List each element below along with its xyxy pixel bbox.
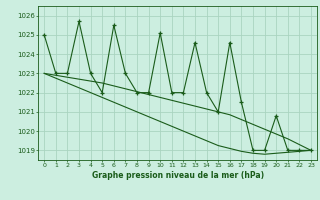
X-axis label: Graphe pression niveau de la mer (hPa): Graphe pression niveau de la mer (hPa) <box>92 171 264 180</box>
